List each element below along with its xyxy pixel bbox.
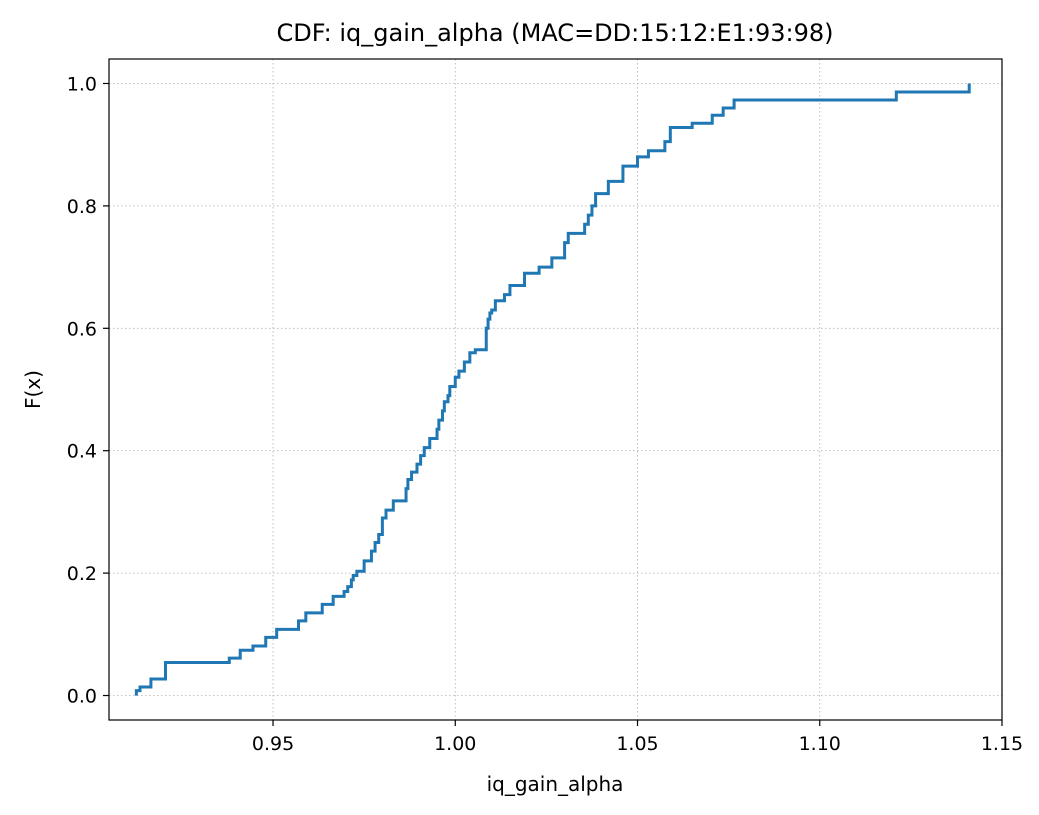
y-tick-label: 0.4 (67, 441, 97, 463)
grid (109, 59, 1003, 720)
plot-frame (108, 58, 1003, 721)
y-tick-label: 0.2 (67, 563, 97, 585)
y-tick-label: 0.8 (67, 196, 97, 218)
x-axis-ticks: 0.95 1.00 1.05 1.10 1.15 (252, 720, 1023, 755)
y-axis-label: F(x) (21, 370, 45, 409)
x-tick-label: 1.05 (616, 733, 658, 755)
x-axis-label: iq_gain_alpha (487, 772, 624, 796)
x-tick-label: 0.95 (252, 733, 294, 755)
y-tick-label: 0.0 (67, 686, 97, 708)
cdf-step-line (134, 83, 971, 696)
y-axis-ticks: 0.0 0.2 0.4 0.6 0.8 1.0 (67, 73, 109, 708)
y-tick-label: 0.6 (67, 318, 97, 340)
x-tick-label: 1.00 (434, 733, 476, 755)
x-tick-label: 1.15 (981, 733, 1023, 755)
chart-title: CDF: iq_gain_alpha (MAC=DD:15:12:E1:93:9… (276, 19, 833, 47)
x-tick-label: 1.10 (799, 733, 841, 755)
y-tick-label: 1.0 (67, 73, 97, 95)
series-layer (134, 83, 971, 696)
